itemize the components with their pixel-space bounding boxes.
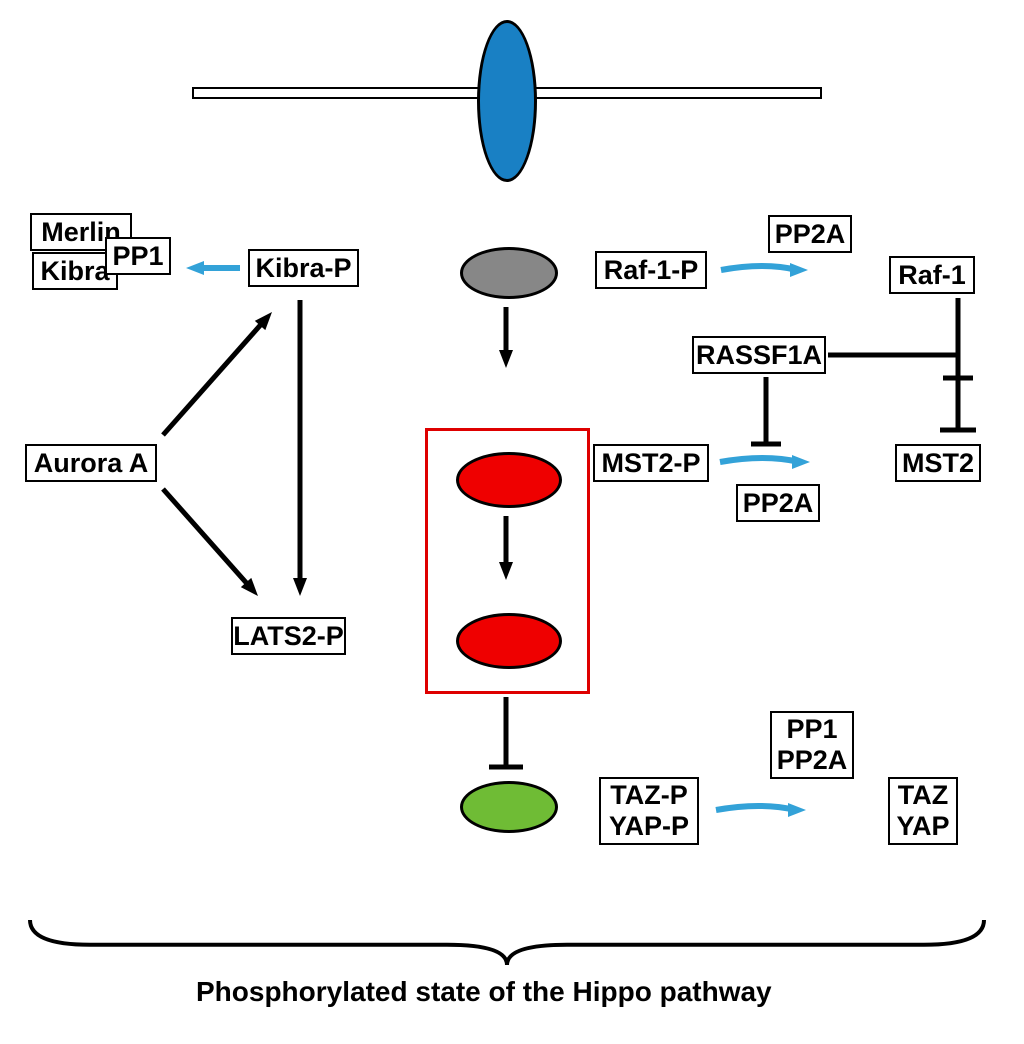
taz-line: TAZ	[898, 780, 948, 811]
pp1-box: PP1	[105, 237, 171, 275]
kibra-label: Kibra	[34, 256, 115, 287]
pp2a-mid-box: PP2A	[736, 484, 820, 522]
tazp-yapp-box: TAZ-P YAP-P	[599, 777, 699, 845]
pp1-line: PP1	[786, 714, 837, 745]
mst2-label: MST2	[896, 448, 980, 479]
aurora-a-box: Aurora A	[25, 444, 157, 482]
yapp-line: YAP-P	[609, 811, 689, 842]
raf1-p-label: Raf-1-P	[598, 255, 705, 286]
raf1-label: Raf-1	[892, 260, 972, 291]
rassf1a-box: RASSF1A	[692, 336, 826, 374]
lats2-p-label: LATS2-P	[227, 621, 350, 652]
raf1-p-box: Raf-1-P	[595, 251, 707, 289]
tazp-line: TAZ-P	[610, 780, 687, 811]
yap-line: YAP	[896, 811, 949, 842]
caption-text: Phosphorylated state of the Hippo pathwa…	[196, 976, 772, 1008]
mst2-p-label: MST2-P	[595, 448, 706, 479]
gray-ellipse	[460, 247, 558, 299]
pp2a-top-box: PP2A	[768, 215, 852, 253]
pp1-pp2a-box: PP1 PP2A	[770, 711, 854, 779]
lats2-p-box: LATS2-P	[231, 617, 346, 655]
aurora-a-label: Aurora A	[28, 448, 155, 479]
mst2-p-box: MST2-P	[593, 444, 709, 482]
pp2a-mid-label: PP2A	[737, 488, 820, 519]
core-cascade-box	[425, 428, 590, 694]
mst2-box: MST2	[895, 444, 981, 482]
pp2a-top-label: PP2A	[769, 219, 852, 250]
centrosome-ellipse	[477, 20, 537, 182]
green-ellipse	[460, 781, 558, 833]
taz-yap-box: TAZ YAP	[888, 777, 958, 845]
kibra-p-box: Kibra-P	[248, 249, 359, 287]
pp1-label: PP1	[106, 241, 169, 272]
rassf1a-label: RASSF1A	[690, 340, 828, 371]
pp2a-line: PP2A	[777, 745, 848, 776]
kibra-p-label: Kibra-P	[249, 253, 357, 284]
raf1-box: Raf-1	[889, 256, 975, 294]
